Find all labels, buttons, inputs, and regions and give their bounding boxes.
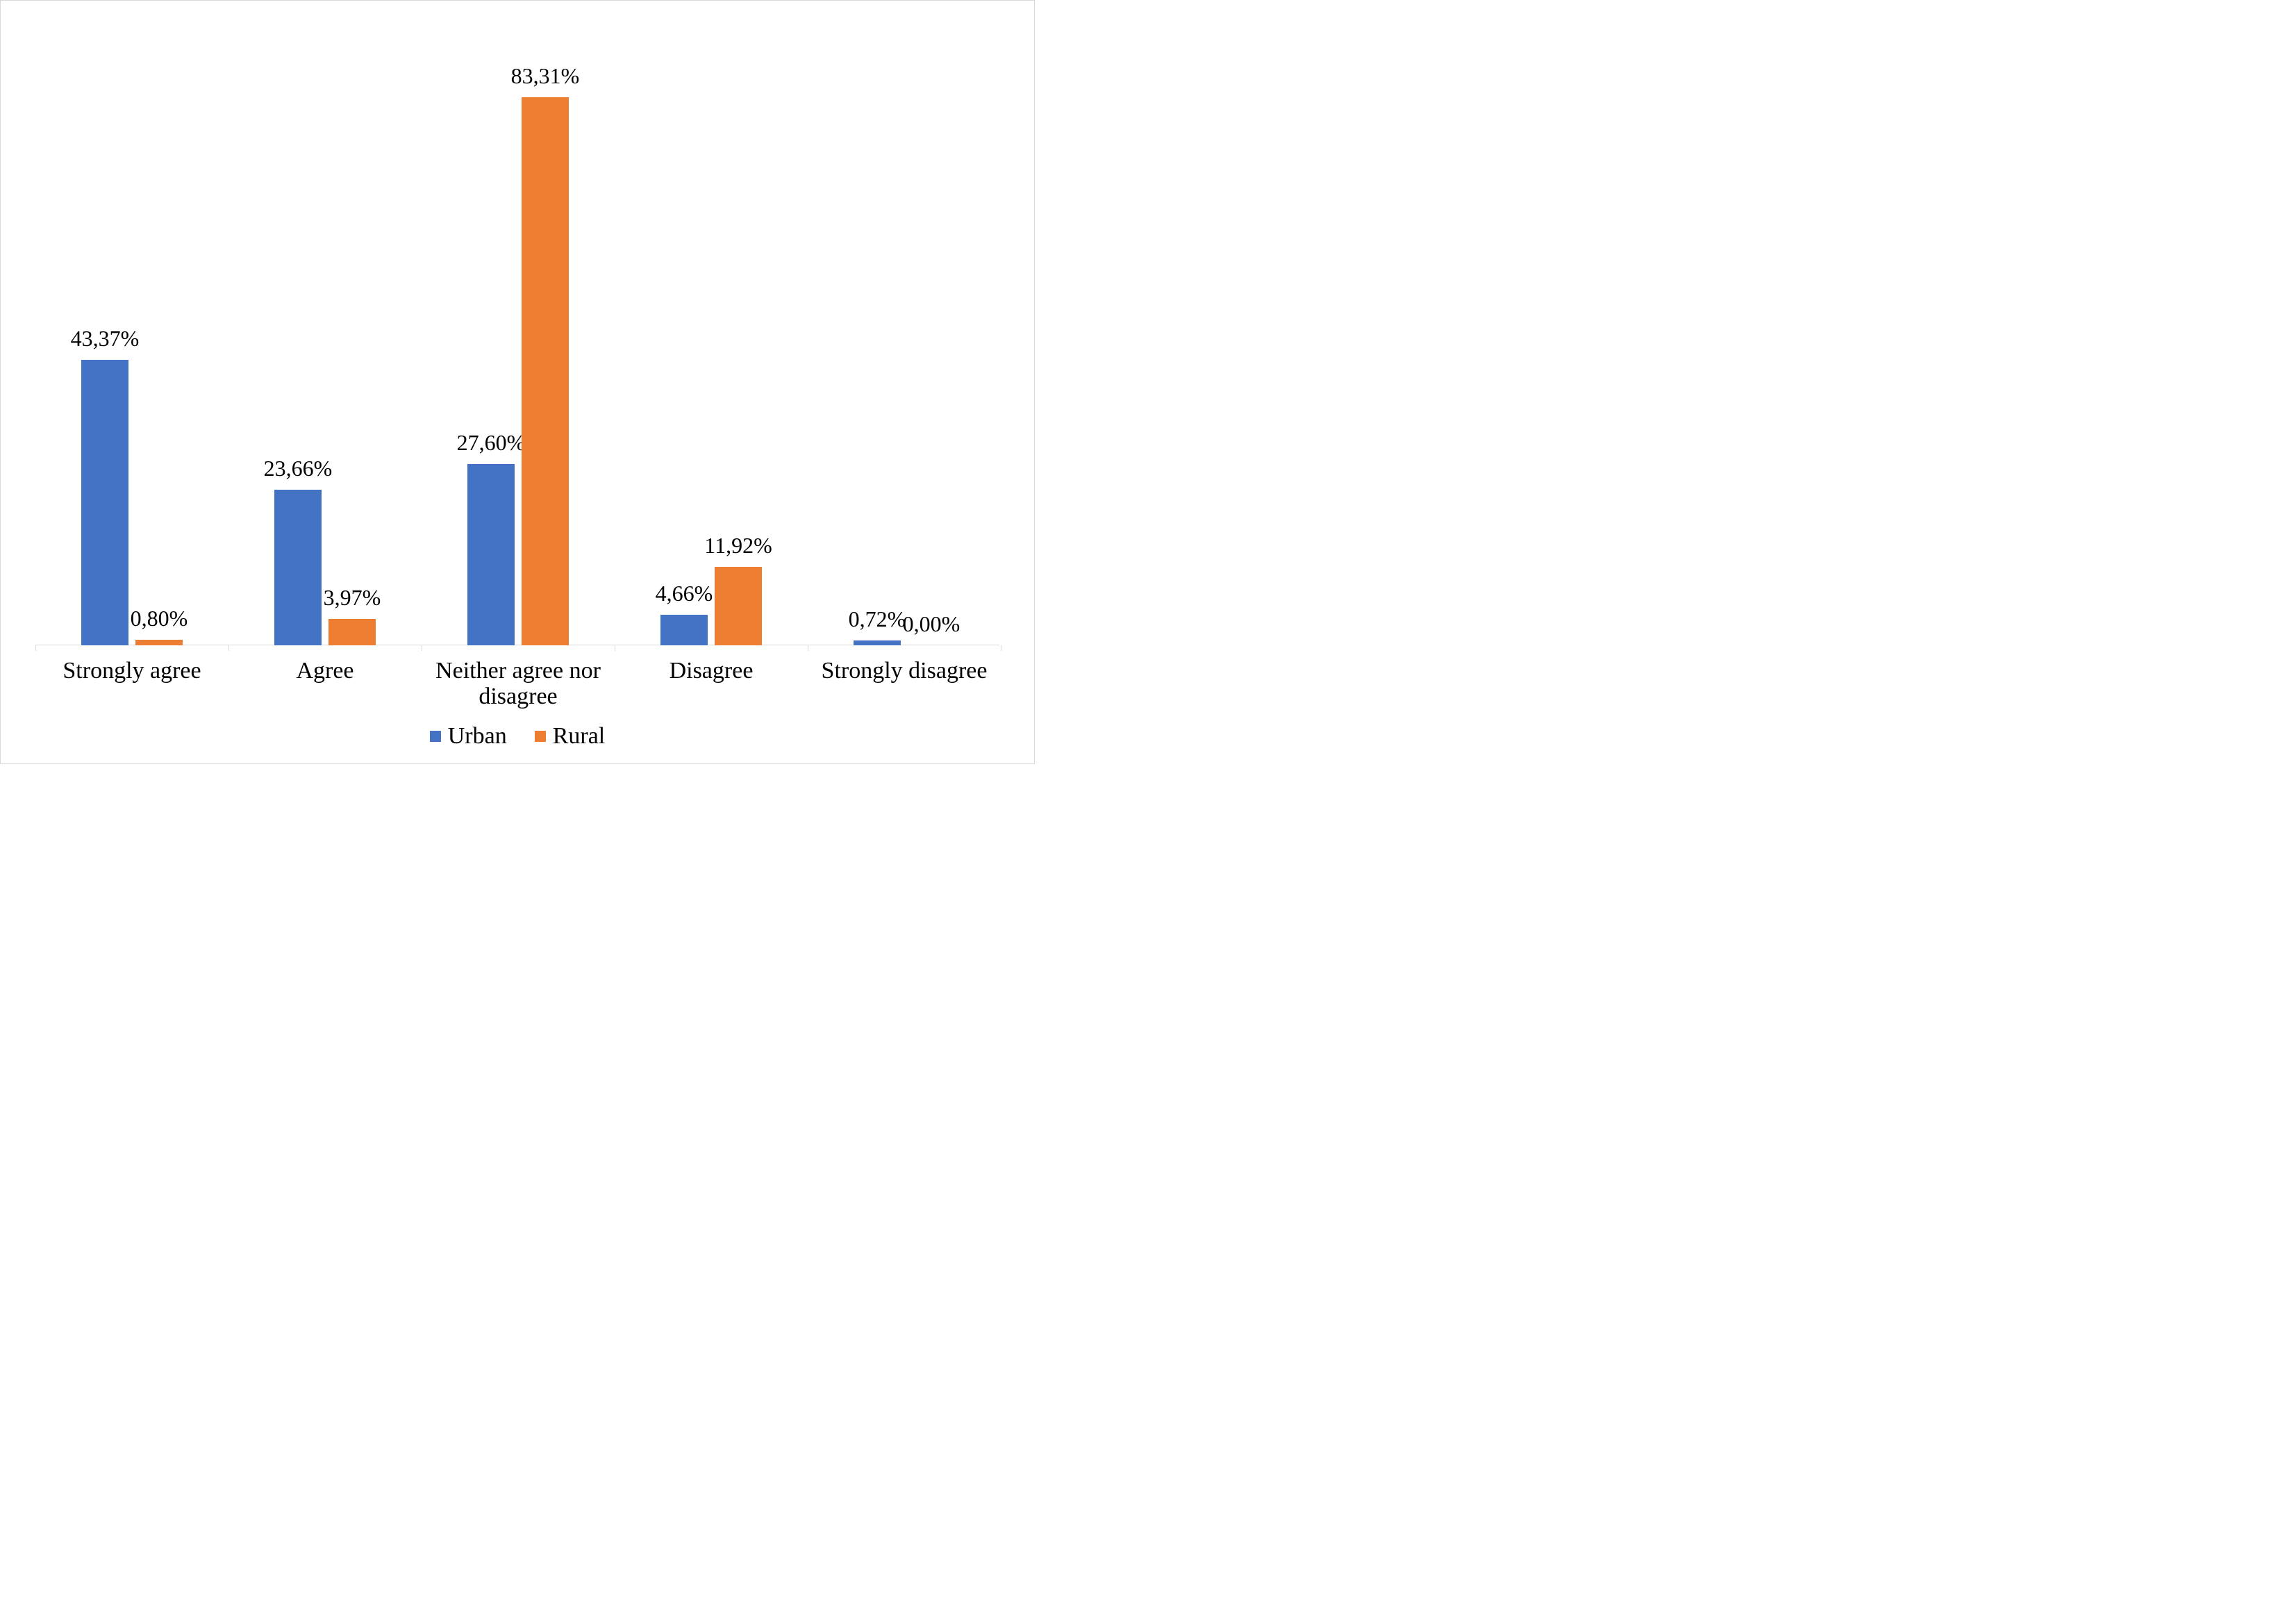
bar-rural	[135, 640, 183, 645]
bar-rural	[328, 619, 376, 645]
category-group: 23,66% 3,97%	[228, 22, 422, 645]
category-label: Neither agree nor disagree	[422, 658, 615, 710]
bar-urban	[467, 464, 515, 645]
bar-value-label: 83,31%	[476, 63, 615, 89]
chart-container: 43,37% 0,80% 23,66% 3,97%27,60%83,31%4,66%1…	[0, 0, 1035, 764]
bar-value-label: 43,37%	[35, 326, 174, 351]
category-group: 0,72%0,00%	[808, 22, 1001, 645]
category-label: Strongly disagree	[808, 658, 1001, 684]
bar-urban	[854, 640, 901, 645]
bar-rural	[522, 97, 569, 645]
bar-value-label: 0,00%	[862, 611, 1001, 637]
bar-value-label: 11,92%	[669, 533, 808, 558]
category-group: 27,60%83,31%	[422, 22, 615, 645]
bar-urban	[274, 490, 322, 645]
category-group: 43,37% 0,80%	[35, 22, 228, 645]
bar-value-label: 3,97%	[283, 585, 422, 611]
category-group: 4,66%11,92%	[615, 22, 808, 645]
category-label: Agree	[228, 658, 422, 684]
bar-value-label: 23,66%	[228, 456, 367, 481]
bar-value-label: 0,80%	[90, 606, 228, 631]
legend-swatch	[535, 731, 546, 742]
category-label: Strongly agree	[35, 658, 228, 684]
legend-item-rural: Rural	[535, 723, 606, 750]
legend-swatch	[430, 731, 441, 742]
bar-rural	[715, 567, 762, 645]
legend: Urban Rural	[1, 723, 1034, 750]
x-tick	[228, 645, 229, 651]
bar-urban	[81, 360, 128, 645]
plot-area: 43,37% 0,80% 23,66% 3,97%27,60%83,31%4,66%1…	[35, 22, 999, 645]
legend-item-urban: Urban	[430, 723, 507, 750]
category-label: Disagree	[615, 658, 808, 684]
legend-label: Rural	[553, 723, 606, 750]
legend-label: Urban	[448, 723, 507, 750]
x-tick	[35, 645, 36, 651]
bar-urban	[660, 615, 708, 645]
